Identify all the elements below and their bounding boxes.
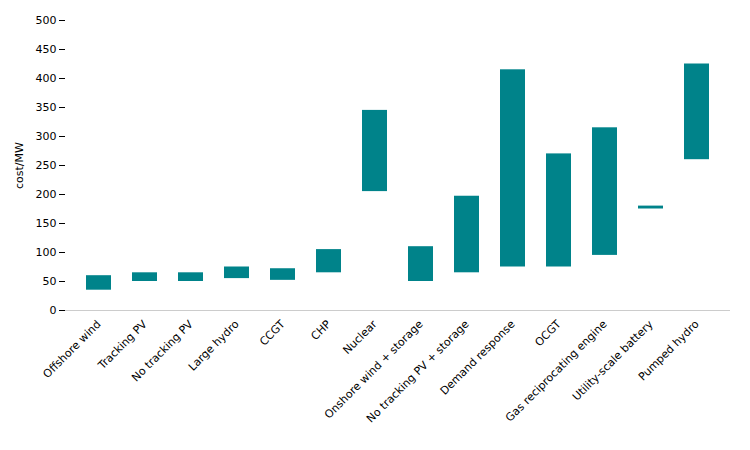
- svg-text:400: 400: [36, 72, 57, 85]
- svg-text:No tracking PV + storage: No tracking PV + storage: [364, 317, 472, 426]
- svg-text:Tracking PV: Tracking PV: [95, 317, 150, 372]
- svg-text:100: 100: [36, 246, 57, 259]
- svg-text:CHP: CHP: [308, 317, 333, 342]
- svg-text:Gas reciprocating engine: Gas reciprocating engine: [503, 317, 610, 425]
- svg-text:Demand response: Demand response: [438, 318, 518, 398]
- svg-text:CCGT: CCGT: [257, 318, 288, 349]
- svg-text:500: 500: [36, 14, 57, 27]
- svg-text:OCGT: OCGT: [532, 318, 563, 349]
- svg-text:No tracking PV: No tracking PV: [129, 317, 196, 384]
- svg-text:cost/MW: cost/MW: [13, 142, 26, 189]
- svg-text:50: 50: [43, 275, 57, 288]
- svg-text:0: 0: [50, 304, 57, 317]
- svg-text:Utility-scale battery: Utility-scale battery: [570, 317, 656, 403]
- svg-text:Offshore wind: Offshore wind: [41, 318, 104, 381]
- svg-text:250: 250: [36, 159, 57, 172]
- svg-text:150: 150: [36, 217, 57, 230]
- svg-text:200: 200: [36, 188, 57, 201]
- svg-text:450: 450: [36, 43, 57, 56]
- svg-text:300: 300: [36, 130, 57, 143]
- svg-text:Large hydro: Large hydro: [186, 318, 242, 374]
- svg-text:350: 350: [36, 101, 57, 114]
- svg-text:Onshore wind + storage: Onshore wind + storage: [321, 317, 426, 422]
- svg-text:Pumped hydro: Pumped hydro: [636, 318, 702, 384]
- svg-text:Nuclear: Nuclear: [340, 317, 379, 356]
